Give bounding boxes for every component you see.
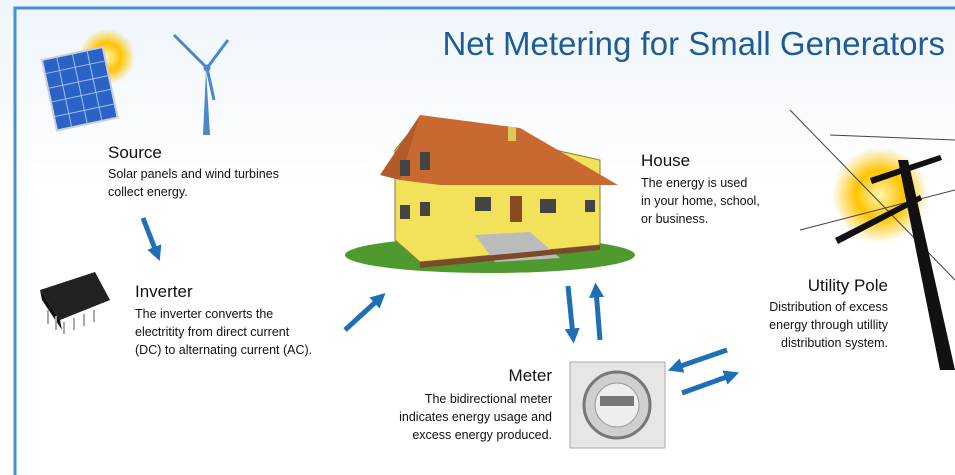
node-desc: (DC) to alternating current (AC). <box>135 343 312 357</box>
node-desc: excess energy produced. <box>412 428 552 442</box>
node-label: Inverter <box>135 282 193 301</box>
node-desc: The inverter converts the <box>135 307 273 321</box>
node-desc: Distribution of excess <box>769 300 888 314</box>
node-desc: energy through utillity <box>769 318 889 332</box>
node-label: Utility Pole <box>808 276 888 295</box>
solar-panel <box>42 47 118 130</box>
node-desc: or business. <box>641 212 708 226</box>
node-label: Meter <box>509 366 553 385</box>
node-desc: Solar panels and wind turbines <box>108 167 279 181</box>
title: Net Metering for Small Generators <box>442 25 945 62</box>
node-desc: The bidirectional meter <box>425 392 552 406</box>
node-label: House <box>641 151 690 170</box>
infographic: Net Metering for Small Generators <box>0 0 955 475</box>
node-desc: electritity from direct current <box>135 325 290 339</box>
node-desc: indicates energy usage and <box>399 410 552 424</box>
node-desc: distribution system. <box>781 336 888 350</box>
meter <box>570 362 665 448</box>
node-desc: The energy is used <box>641 176 747 190</box>
node-desc: collect energy. <box>108 185 188 199</box>
node-label: Source <box>108 143 162 162</box>
node-desc: in your home, school, <box>641 194 760 208</box>
